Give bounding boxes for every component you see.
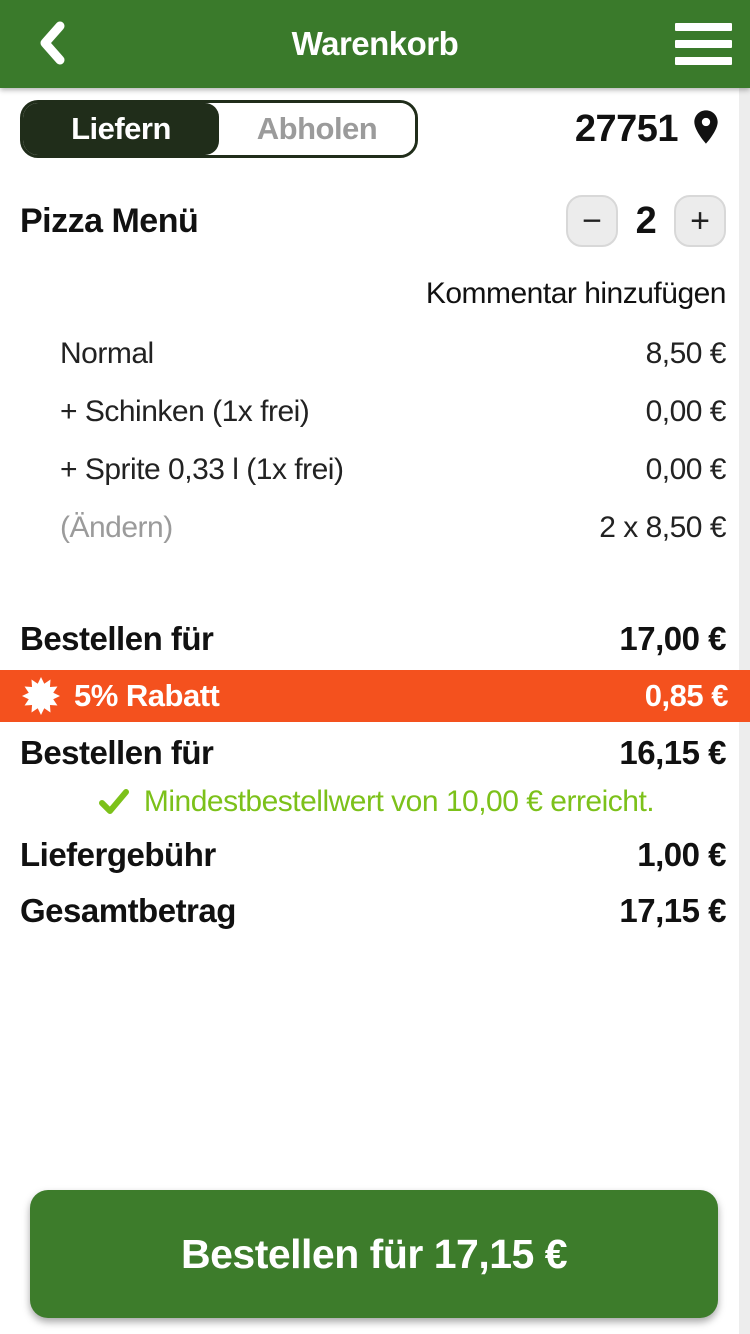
badge-burst-icon: [22, 677, 60, 715]
cart-line-value: 2 x 8,50 €: [599, 511, 726, 544]
toggle-pickup[interactable]: Abholen: [219, 103, 415, 155]
check-icon: [96, 784, 132, 820]
grand-total-row: Gesamtbetrag 17,15 €: [20, 887, 726, 935]
item-name: Pizza Menü: [20, 201, 199, 240]
subtotal-row: Bestellen für 17,00 €: [20, 615, 726, 663]
discount-value: 0,85 €: [644, 678, 729, 713]
hamburger-icon: [675, 23, 735, 65]
delivery-row: Liefern Abholen 27751: [20, 99, 726, 159]
cart-line: + Schinken (1x frei) 0,00 €: [60, 394, 727, 430]
subtotal-label: Bestellen für: [20, 620, 214, 657]
subtotal-value: 17,00 €: [619, 620, 726, 657]
order-button[interactable]: Bestellen für 17,15 €: [30, 1190, 718, 1318]
cart-line: Normal 8,50 €: [60, 336, 727, 372]
cart-line-value: 0,00 €: [645, 453, 727, 486]
cart-line: (Ändern) 2 x 8,50 €: [60, 510, 726, 546]
cart-line-label: + Schinken (1x frei): [60, 395, 310, 428]
delivery-fee-row: Liefergebühr 1,00 €: [20, 831, 726, 879]
discounted-subtotal-label: Bestellen für: [20, 734, 214, 771]
delivery-fee-value: 1,00 €: [637, 836, 726, 873]
delivery-fee-label: Liefergebühr: [20, 836, 216, 873]
cart-line-label: Normal: [60, 337, 154, 370]
location-pin-icon: [686, 107, 726, 152]
app-header: Warenkorb: [0, 0, 750, 88]
grand-total-label: Gesamtbetrag: [20, 892, 236, 929]
change-item-link[interactable]: (Ändern): [60, 511, 173, 544]
cart-line-label: + Sprite 0,33 l (1x frei): [60, 453, 344, 486]
toggle-delivery[interactable]: Liefern: [23, 103, 219, 155]
add-comment-link[interactable]: Kommentar hinzufügen: [425, 277, 727, 310]
postal-code-button[interactable]: 27751: [575, 107, 726, 152]
discounted-subtotal-value: 16,15 €: [619, 734, 726, 771]
min-order-note: Mindestbestellwert von 10,00 € erreicht.: [0, 782, 750, 822]
menu-button[interactable]: [675, 14, 735, 74]
cart-item-header: Pizza Menü − 2 +: [20, 192, 726, 250]
quantity-value: 2: [635, 199, 657, 242]
discounted-subtotal-row: Bestellen für 16,15 €: [20, 729, 726, 777]
comment-row: Kommentar hinzufügen: [20, 276, 727, 312]
cart-line: + Sprite 0,33 l (1x frei) 0,00 €: [60, 452, 727, 488]
discount-label: 5% Rabatt: [74, 678, 220, 713]
delivery-pickup-toggle: Liefern Abholen: [20, 100, 418, 158]
quantity-increase-button[interactable]: +: [674, 195, 726, 247]
postal-code-label: 27751: [574, 107, 679, 150]
cart-line-value: 0,00 €: [645, 395, 727, 428]
quantity-stepper: − 2 +: [566, 195, 726, 247]
discount-banner: 5% Rabatt 0,85 €: [0, 670, 750, 722]
chevron-left-icon: [37, 21, 67, 68]
back-button[interactable]: [22, 12, 82, 76]
page-title: Warenkorb: [291, 25, 459, 62]
quantity-decrease-button[interactable]: −: [566, 195, 618, 247]
min-order-note-text: Mindestbestellwert von 10,00 € erreicht.: [143, 785, 655, 818]
grand-total-value: 17,15 €: [619, 892, 726, 929]
cart-line-value: 8,50 €: [645, 337, 727, 370]
